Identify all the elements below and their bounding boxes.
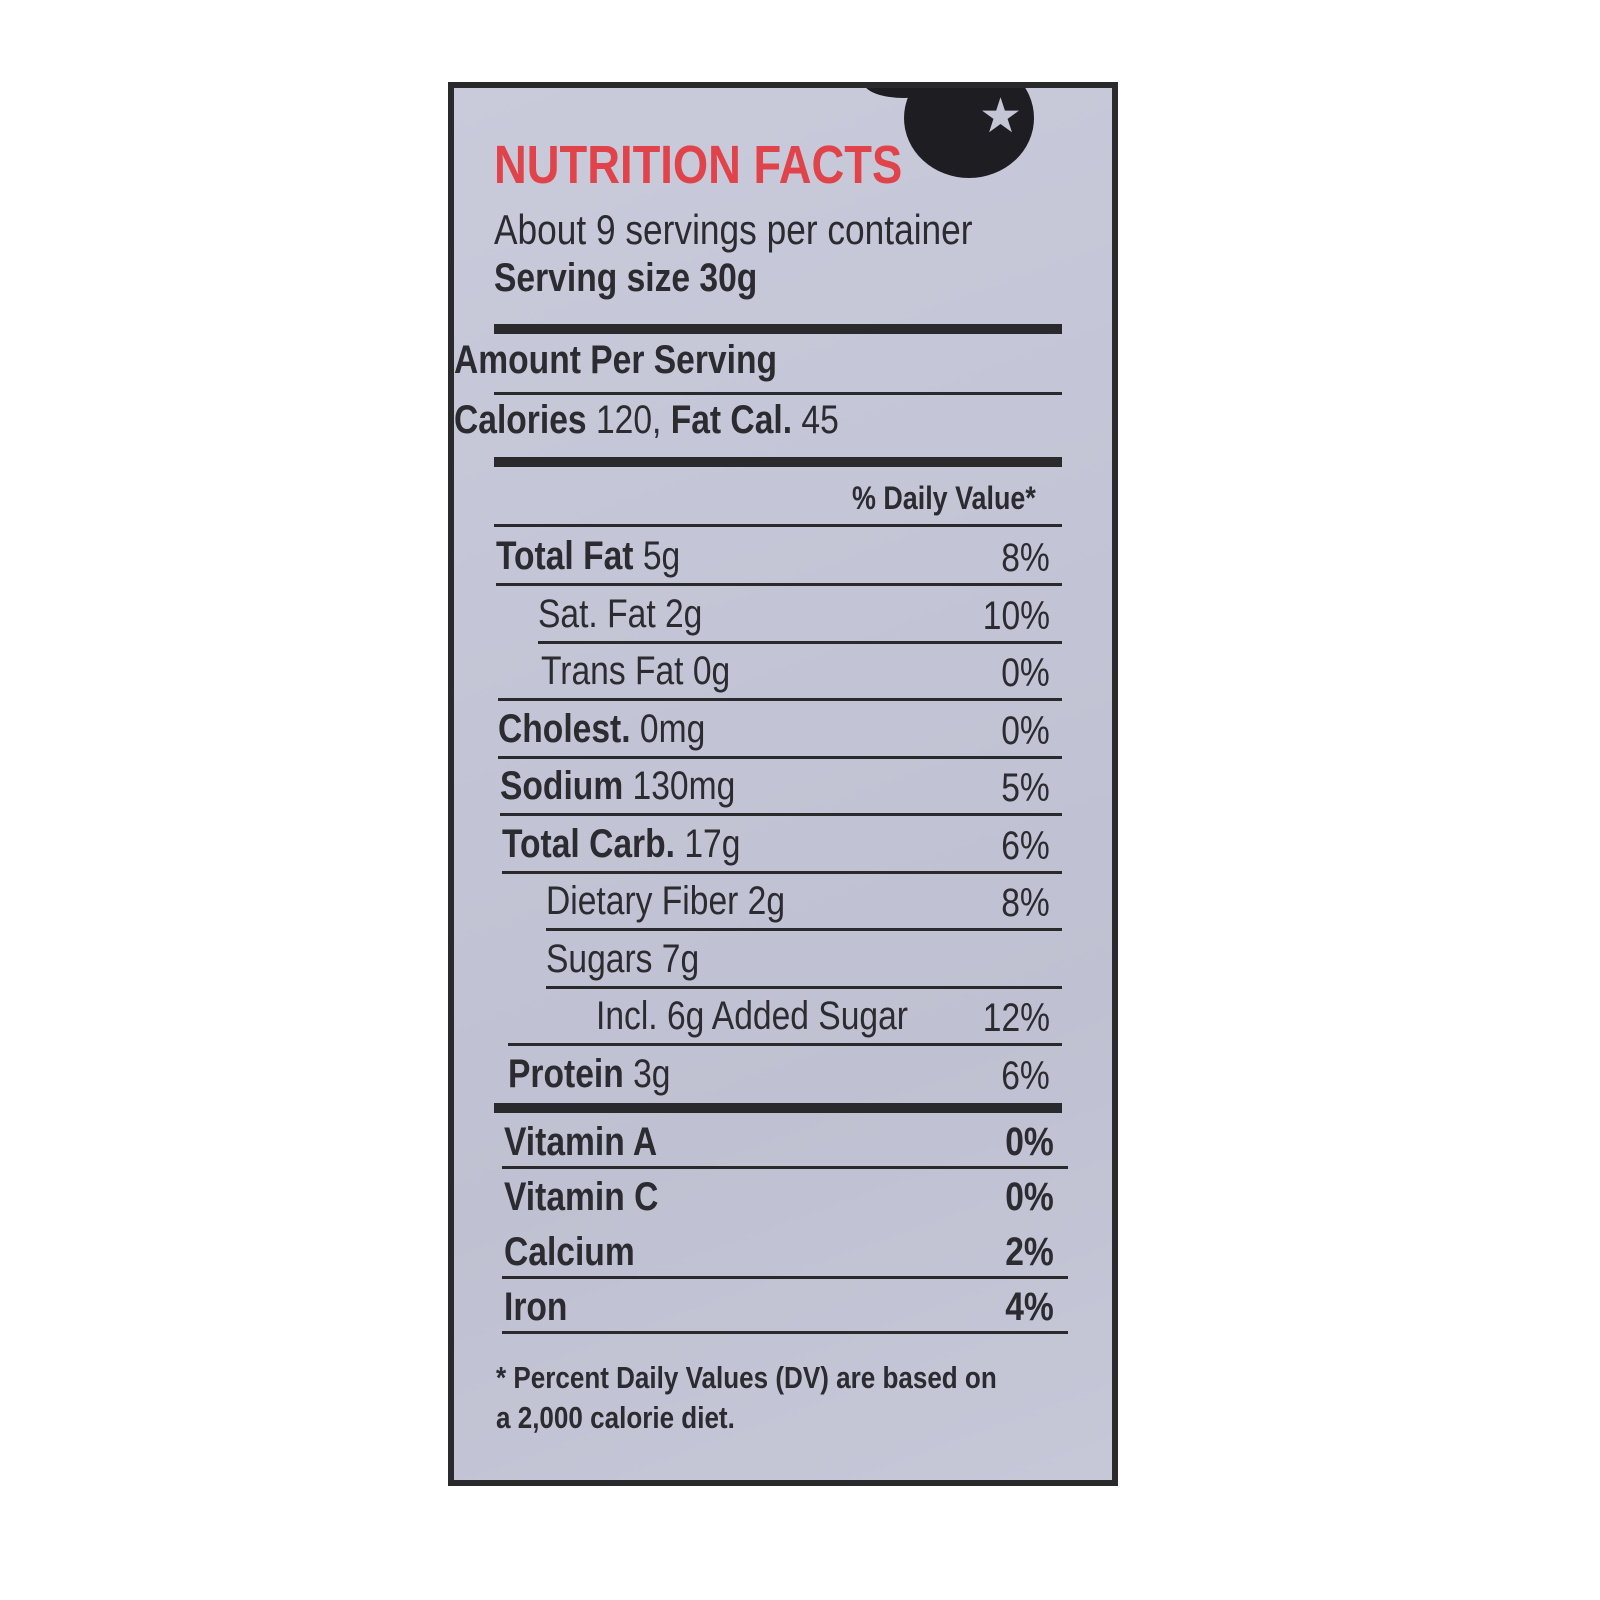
divider xyxy=(546,928,1062,931)
nutrient-row: Total Fat 5g xyxy=(496,534,680,579)
servings-per-container: About 9 servings per container xyxy=(494,206,973,253)
nutrient-name: Sodium xyxy=(500,764,624,808)
vitamin-daily-value: 4% xyxy=(1005,1285,1054,1329)
nutrient-row: Incl. 6g Added Sugar xyxy=(596,994,908,1039)
nutrient-daily-value: 12% xyxy=(982,996,1050,1040)
divider xyxy=(502,1166,1068,1169)
divider-thick xyxy=(494,457,1062,467)
daily-value-header: % Daily Value* xyxy=(852,480,1036,516)
divider xyxy=(538,640,1062,644)
footnote-line-2: a 2,000 calorie diet. xyxy=(496,1400,735,1435)
divider xyxy=(502,1331,1068,1334)
nutrient-amount: Dietary Fiber 2g xyxy=(546,879,786,923)
divider xyxy=(502,1276,1068,1279)
nutrient-daily-value: 0% xyxy=(1001,651,1050,695)
nutrient-name: Total Carb. xyxy=(502,821,675,866)
nutrient-daily-value: 10% xyxy=(982,593,1050,638)
serving-size: Serving size 30g xyxy=(494,256,758,300)
nutrient-amount: Sugars 7g xyxy=(546,936,700,981)
vitamin-daily-value: 0% xyxy=(1005,1175,1054,1219)
vitamin-daily-value: 0% xyxy=(1005,1120,1054,1164)
vitamin-name: Vitamin C xyxy=(504,1175,659,1219)
nutrient-row: Sugars 7g xyxy=(546,937,699,982)
nutrient-amount: 17g xyxy=(684,821,741,866)
label-title: NUTRITION FACTS xyxy=(494,135,903,195)
amount-per-serving: Amount Per Serving xyxy=(454,338,777,382)
vitamin-daily-value: 2% xyxy=(1005,1230,1054,1274)
nutrient-amount: 3g xyxy=(633,1051,671,1096)
footnote-line-1: * Percent Daily Values (DV) are based on xyxy=(496,1360,997,1395)
divider xyxy=(546,985,1062,989)
nutrient-amount: Sat. Fat 2g xyxy=(538,591,703,636)
nutrient-row: Cholest. 0mg xyxy=(498,707,705,752)
divider xyxy=(502,870,1062,874)
divider xyxy=(498,698,1062,701)
star-icon: ★ xyxy=(979,90,1023,143)
divider xyxy=(498,755,1062,759)
nutrient-row: Dietary Fiber 2g xyxy=(546,879,785,924)
nutrient-row: Trans Fat 0g xyxy=(541,649,730,694)
calories-row: Calories 120, Fat Cal. 45 xyxy=(454,398,839,443)
divider xyxy=(494,524,1062,527)
divider-thick xyxy=(494,324,1062,334)
divider-thick xyxy=(494,1103,1062,1113)
decorative-shape xyxy=(864,88,944,98)
divider xyxy=(508,1043,1062,1046)
nutrient-row: Total Carb. 17g xyxy=(502,822,740,867)
divider xyxy=(496,583,1062,586)
nutrient-amount: 0mg xyxy=(639,706,706,751)
nutrient-daily-value: 6% xyxy=(1001,823,1050,868)
nutrient-name: Protein xyxy=(508,1051,624,1096)
fat-cal-label: Fat Cal. xyxy=(670,398,793,442)
nutrient-row: Protein 3g xyxy=(508,1052,670,1097)
nutrient-amount: Trans Fat 0g xyxy=(541,649,731,693)
nutrient-amount: 5g xyxy=(642,534,681,578)
nutrient-name: Total Fat xyxy=(496,534,634,578)
calories-value: 120, xyxy=(595,398,662,442)
calories-label: Calories xyxy=(454,398,587,442)
nutrient-row: Sat. Fat 2g xyxy=(538,592,702,637)
nutrient-amount: Incl. 6g Added Sugar xyxy=(596,994,908,1038)
nutrient-daily-value: 6% xyxy=(1001,1053,1050,1098)
divider xyxy=(500,813,1062,816)
vitamin-name: Calcium xyxy=(504,1230,635,1274)
nutrient-amount: 130mg xyxy=(632,764,736,808)
nutrient-daily-value: 8% xyxy=(1001,881,1050,925)
nutrient-daily-value: 8% xyxy=(1001,536,1050,580)
nutrient-name: Cholest. xyxy=(498,706,631,751)
vitamin-name: Iron xyxy=(504,1285,568,1329)
divider xyxy=(494,392,1062,395)
vitamin-name: Vitamin A xyxy=(504,1120,658,1164)
nutrient-daily-value: 0% xyxy=(1001,708,1050,753)
nutrient-row: Sodium 130mg xyxy=(500,764,735,809)
fat-cal-value: 45 xyxy=(801,398,839,442)
nutrition-facts-label: ★ NUTRITION FACTS About 9 servings per c… xyxy=(448,82,1118,1486)
nutrient-daily-value: 5% xyxy=(1001,766,1050,810)
